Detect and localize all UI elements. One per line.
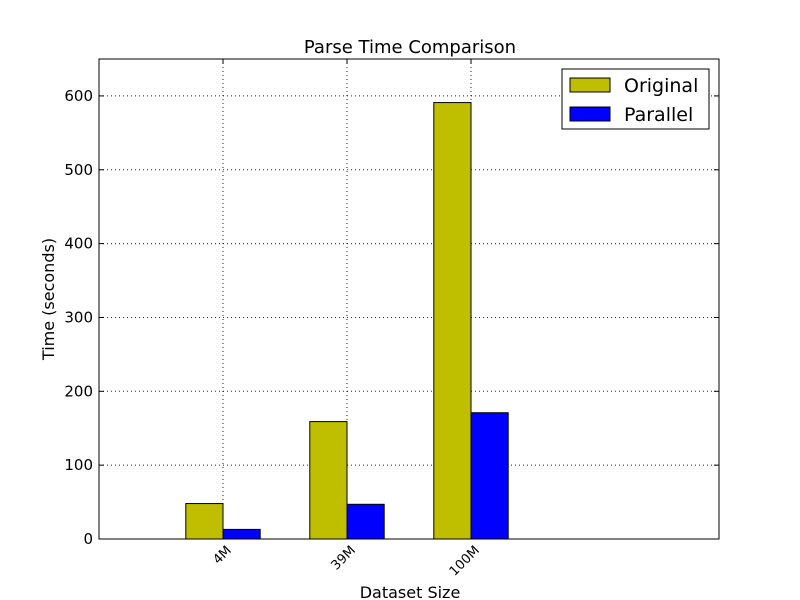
chart-title: Parse Time Comparison <box>304 37 516 58</box>
y-axis-label: Time (seconds) <box>39 238 58 361</box>
bar-parallel-100m <box>470 412 509 540</box>
y-axis-ticks: 0 100 200 300 400 500 600 <box>64 87 719 548</box>
legend-label-original: Original <box>624 75 698 97</box>
bar-original-100m <box>433 102 472 540</box>
y-tick-label: 500 <box>64 161 93 179</box>
y-tick-label: 600 <box>64 87 93 105</box>
legend: Original Parallel <box>561 68 710 130</box>
x-axis-label: Dataset Size <box>360 583 461 600</box>
y-tick-label: 0 <box>83 530 93 548</box>
bar-parallel-4m <box>222 528 261 540</box>
plot-frame <box>98 58 720 540</box>
legend-swatch-original <box>569 77 611 93</box>
legend-swatch-parallel <box>569 106 611 122</box>
y-tick-label: 100 <box>64 456 93 474</box>
bars <box>185 102 509 540</box>
bar-original-39m <box>309 421 348 540</box>
y-tick-label: 400 <box>64 235 93 253</box>
bar-original-4m <box>185 503 224 540</box>
bar-parallel-39m <box>346 503 385 540</box>
y-tick-label: 300 <box>64 308 93 326</box>
legend-label-parallel: Parallel <box>624 104 693 126</box>
y-tick-label: 200 <box>64 382 93 400</box>
